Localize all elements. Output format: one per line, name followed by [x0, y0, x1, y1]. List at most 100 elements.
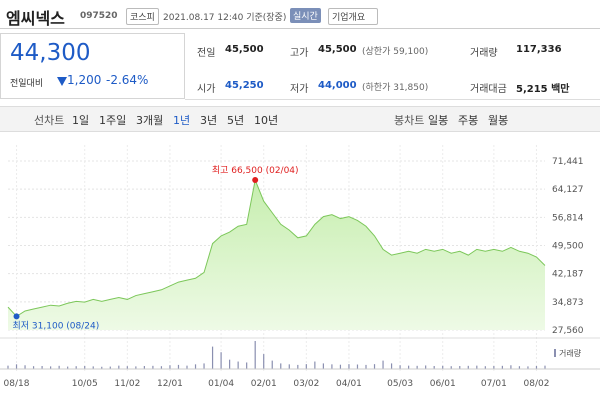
volume-bar [280, 363, 282, 369]
period-button[interactable]: 1주일 [99, 114, 127, 127]
volume-bar [211, 346, 214, 369]
candle-button[interactable]: 주봉 [458, 114, 479, 127]
price-line [7, 178, 546, 318]
stock-code: 097520 [80, 11, 118, 21]
candle-button[interactable]: 월봉 [488, 114, 509, 127]
volume-bar [322, 363, 324, 369]
volume-bar [101, 366, 103, 369]
volume-legend-swatch [554, 349, 556, 357]
y-tick-label: 64,127 [552, 185, 584, 195]
x-tick-label: 11/02 [114, 379, 140, 389]
price-area [8, 180, 545, 330]
volume-bar [152, 365, 154, 369]
volume-bar [356, 364, 359, 369]
quote-label: 고가 [290, 48, 309, 59]
volume-bar [518, 366, 521, 369]
quote-value: 117,336 [516, 44, 562, 55]
volume-bar [314, 361, 316, 369]
candle-button[interactable]: 일봉 [428, 114, 449, 127]
volume-bar [535, 366, 538, 369]
divider [0, 28, 600, 29]
volume-bar [476, 365, 478, 369]
x-tick-label: 02/01 [251, 379, 277, 389]
y-tick-label: 49,500 [552, 242, 584, 252]
quote-value: 45,500 [318, 44, 357, 55]
y-tick-label: 34,873 [552, 298, 584, 308]
volume-bar [143, 366, 145, 369]
x-tick-label: 12/01 [157, 379, 183, 389]
x-tick-label: 08/18 [4, 379, 30, 389]
volume-bar [32, 366, 35, 369]
low-marker [13, 313, 20, 320]
volume-bar [186, 365, 188, 369]
high-annotation: 최고 66,500 (02/04) [212, 165, 299, 176]
quote-value: 44,000 [318, 80, 357, 91]
x-tick-label: 04/01 [336, 379, 362, 389]
volume-bar [416, 365, 418, 369]
volume-legend: 거래량 [559, 348, 582, 358]
volume-bar [442, 365, 444, 369]
period-button[interactable]: 3년 [200, 114, 218, 127]
x-tick-label: 01/04 [208, 379, 234, 389]
volume-bar [459, 366, 461, 369]
volume-bar [373, 364, 376, 369]
period-button[interactable]: 3개월 [136, 114, 164, 127]
quote-value: 5,215 백만 [516, 84, 570, 95]
y-tick-label: 27,560 [552, 326, 584, 336]
period-button[interactable]: 1년 [173, 114, 191, 127]
volume-bar [348, 364, 350, 369]
volume-bar [41, 366, 43, 369]
volume-bar [510, 365, 512, 369]
price-box [0, 33, 185, 99]
volume-bar [15, 364, 18, 369]
volume-bar [194, 364, 197, 369]
volume-bar [58, 365, 60, 369]
volume-bar [203, 363, 205, 369]
x-tick-label: 08/02 [524, 379, 550, 389]
y-tick-label: 42,187 [552, 270, 584, 280]
toolbar [0, 106, 600, 132]
quote-value: 45,250 [225, 80, 264, 91]
period-button[interactable]: 5년 [227, 114, 245, 127]
x-tick-label: 05/03 [387, 379, 413, 389]
quote-label: 거래량 [470, 48, 498, 59]
volume-bar [160, 366, 163, 369]
current-price: 44,300 [10, 40, 91, 66]
volume-bar [450, 366, 452, 369]
company-button[interactable]: 기업개요 [328, 8, 379, 25]
volume-bar [118, 365, 120, 369]
volume-bar [271, 360, 273, 369]
volume-bar [288, 364, 290, 369]
change-percent: -2.64% [106, 73, 149, 87]
volume-bar [263, 354, 265, 369]
quote-note: (상한가 59,100) [362, 47, 429, 57]
volume-bar [169, 365, 171, 369]
volume-bar [135, 366, 137, 369]
volume-bar [109, 366, 111, 369]
period-button[interactable]: 1일 [72, 114, 90, 127]
volume-bar [408, 365, 410, 369]
realtime-badge[interactable]: 실시간 [290, 8, 321, 23]
volume-bar [246, 362, 248, 369]
volume-bar [75, 366, 77, 369]
volume-bar [425, 365, 427, 369]
volume-bar [501, 365, 503, 369]
quote-label: 저가 [290, 84, 309, 95]
volume-bar [527, 366, 529, 369]
volume-bar [484, 366, 486, 369]
volume-bar [399, 365, 401, 369]
divider [185, 99, 600, 100]
volume-bar [339, 364, 342, 369]
x-tick-label: 03/02 [293, 379, 319, 389]
period-button[interactable]: 10년 [254, 114, 279, 127]
volume-bar [50, 366, 52, 369]
volume-bar [433, 366, 435, 369]
down-arrow [57, 77, 67, 86]
low-annotation: 최저 31,100 (08/24) [13, 320, 100, 331]
volume-bar [254, 341, 256, 369]
change-value: 1,200 [67, 73, 102, 87]
volume-bar [229, 359, 231, 369]
volume-bar [92, 366, 94, 369]
volume-bar [493, 366, 495, 369]
volume-bar [177, 364, 180, 369]
